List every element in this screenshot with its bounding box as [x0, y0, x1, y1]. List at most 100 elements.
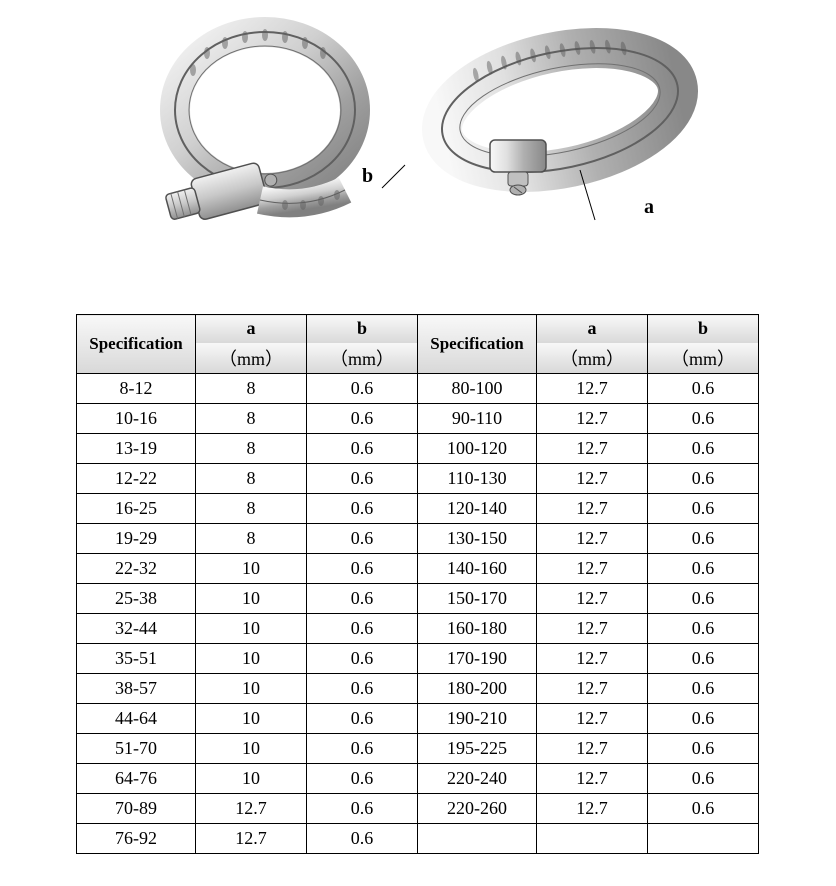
dimension-line-a	[575, 165, 615, 225]
table-cell: 0.6	[307, 763, 418, 793]
table-cell	[648, 823, 759, 853]
header-unit-a-left: （mm）	[196, 343, 307, 374]
table-cell: 44-64	[77, 703, 196, 733]
table-cell: 0.6	[307, 373, 418, 403]
table-cell: 0.6	[307, 493, 418, 523]
table-cell: 64-76	[77, 763, 196, 793]
header-unit-a-right: （mm）	[537, 343, 648, 374]
table-cell: 110-130	[417, 463, 536, 493]
table-cell: 12.7	[537, 493, 648, 523]
table-cell: 0.6	[648, 463, 759, 493]
table-cell: 220-240	[417, 763, 536, 793]
table-header: Specification a b Specification a b （mm）…	[77, 315, 759, 374]
header-unit-b-left: （mm）	[307, 343, 418, 374]
table-cell: 22-32	[77, 553, 196, 583]
dimension-label-a: a	[644, 196, 654, 219]
table-row: 44-64100.6190-21012.70.6	[77, 703, 759, 733]
table-cell: 130-150	[417, 523, 536, 553]
table-row: 35-51100.6170-19012.70.6	[77, 643, 759, 673]
header-b-left: b	[307, 315, 418, 343]
table-cell: 0.6	[307, 703, 418, 733]
table-cell: 10-16	[77, 403, 196, 433]
table-cell: 0.6	[307, 613, 418, 643]
table-cell: 190-210	[417, 703, 536, 733]
header-unit-b-right: （mm）	[648, 343, 759, 374]
table-cell: 12.7	[537, 763, 648, 793]
header-specification-right: Specification	[417, 315, 536, 374]
table-cell: 0.6	[307, 433, 418, 463]
table-cell: 0.6	[648, 433, 759, 463]
table-cell: 0.6	[648, 493, 759, 523]
table-cell: 170-190	[417, 643, 536, 673]
table-cell: 10	[196, 703, 307, 733]
table-cell: 8	[196, 523, 307, 553]
table-cell: 12.7	[537, 673, 648, 703]
table-row: 76-9212.70.6	[77, 823, 759, 853]
table-cell: 13-19	[77, 433, 196, 463]
hose-clamp-left-icon	[145, 15, 375, 250]
table-cell	[537, 823, 648, 853]
table-cell: 0.6	[307, 553, 418, 583]
dimension-line-b	[380, 160, 410, 190]
table-cell: 140-160	[417, 553, 536, 583]
table-cell: 0.6	[307, 463, 418, 493]
table-cell	[417, 823, 536, 853]
table-cell: 10	[196, 553, 307, 583]
table-cell: 10	[196, 733, 307, 763]
table-cell: 12.7	[537, 433, 648, 463]
table-cell: 12.7	[537, 463, 648, 493]
table-row: 38-57100.6180-20012.70.6	[77, 673, 759, 703]
table-cell: 220-260	[417, 793, 536, 823]
table-row: 64-76100.6220-24012.70.6	[77, 763, 759, 793]
table-cell: 12.7	[537, 523, 648, 553]
table-cell: 12.7	[537, 703, 648, 733]
table-body: 8-1280.680-10012.70.610-1680.690-11012.7…	[77, 373, 759, 853]
table-cell: 12.7	[537, 373, 648, 403]
table-row: 10-1680.690-11012.70.6	[77, 403, 759, 433]
table-cell: 12.7	[537, 403, 648, 433]
table-cell: 0.6	[307, 823, 418, 853]
table-cell: 80-100	[417, 373, 536, 403]
table-cell: 0.6	[307, 673, 418, 703]
table-cell: 8	[196, 493, 307, 523]
table-cell: 10	[196, 673, 307, 703]
table-cell: 120-140	[417, 493, 536, 523]
table-cell: 0.6	[307, 643, 418, 673]
table-cell: 38-57	[77, 673, 196, 703]
table-cell: 150-170	[417, 583, 536, 613]
table-cell: 0.6	[648, 553, 759, 583]
table-cell: 12.7	[537, 733, 648, 763]
table-cell: 100-120	[417, 433, 536, 463]
table-cell: 35-51	[77, 643, 196, 673]
product-image-area: b a	[0, 0, 836, 280]
table-cell: 8-12	[77, 373, 196, 403]
table-row: 16-2580.6120-14012.70.6	[77, 493, 759, 523]
table-row: 25-38100.6150-17012.70.6	[77, 583, 759, 613]
specification-table-container: Specification a b Specification a b （mm）…	[76, 314, 759, 854]
table-cell: 10	[196, 643, 307, 673]
table-cell: 0.6	[648, 403, 759, 433]
table-cell: 12.7	[537, 553, 648, 583]
table-cell: 12.7	[537, 793, 648, 823]
header-b-right: b	[648, 315, 759, 343]
table-cell: 76-92	[77, 823, 196, 853]
table-cell: 12.7	[537, 613, 648, 643]
table-cell: 32-44	[77, 613, 196, 643]
hose-clamp-right-icon	[415, 10, 705, 230]
table-cell: 160-180	[417, 613, 536, 643]
table-cell: 12-22	[77, 463, 196, 493]
table-cell: 0.6	[307, 523, 418, 553]
table-cell: 19-29	[77, 523, 196, 553]
table-cell: 10	[196, 613, 307, 643]
header-a-left: a	[196, 315, 307, 343]
specification-table: Specification a b Specification a b （mm）…	[76, 314, 759, 854]
table-cell: 0.6	[648, 703, 759, 733]
table-cell: 0.6	[648, 613, 759, 643]
table-cell: 0.6	[307, 403, 418, 433]
table-cell: 195-225	[417, 733, 536, 763]
table-cell: 0.6	[307, 793, 418, 823]
table-cell: 25-38	[77, 583, 196, 613]
table-cell: 0.6	[648, 733, 759, 763]
table-cell: 0.6	[648, 793, 759, 823]
table-row: 51-70100.6195-22512.70.6	[77, 733, 759, 763]
